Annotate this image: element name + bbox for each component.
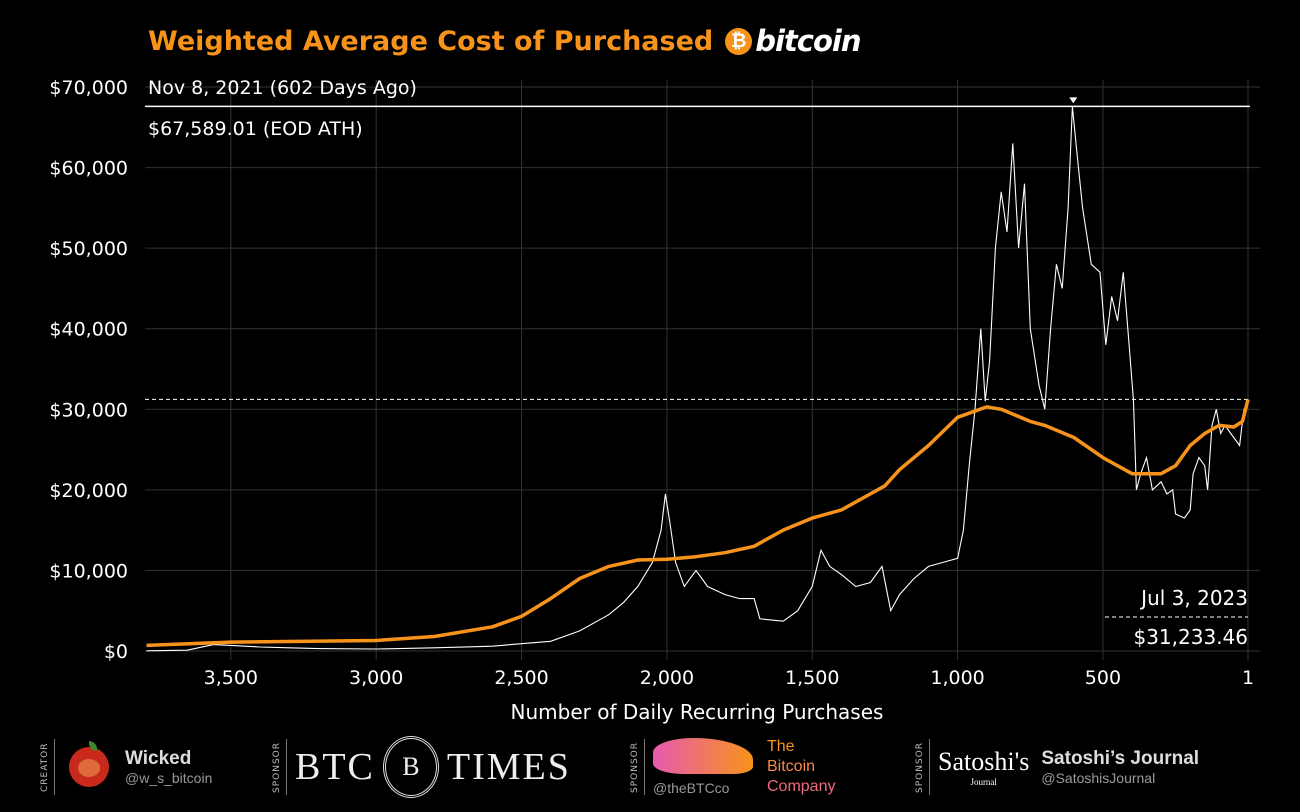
footer: CREATOR Wicked @w_s_bitcoin SPONSOR BTC … [0, 736, 1300, 800]
creator-block: CREATOR Wicked @w_s_bitcoin [40, 736, 212, 798]
x-tick-label: 3,000 [349, 667, 403, 689]
sponsor2-name-line3: Company [767, 778, 836, 795]
ath-price-label: $67,589.01 (EOD ATH) [148, 118, 363, 140]
x-tick-label: 500 [1085, 667, 1121, 689]
x-tick-label: 3,500 [204, 667, 258, 689]
satoshis-journal-logo: Satoshi's Journal [938, 747, 1030, 787]
x-tick-label: 1,500 [785, 667, 839, 689]
y-tick-label: $0 [104, 641, 128, 663]
sponsor-label: SPONSOR [915, 739, 930, 795]
bitcoin-company-turtle-icon [653, 738, 753, 774]
sponsor2-handle: @theBTCco [653, 780, 730, 796]
bitcoin-logo: ₿ bitcoin [725, 24, 862, 58]
wac-series-line [146, 398, 1250, 648]
y-tick-label: $60,000 [49, 158, 128, 180]
creator-label: CREATOR [40, 739, 55, 795]
sponsor-label: SPONSOR [630, 739, 645, 795]
x-axis-label: Number of Daily Recurring Purchases [511, 700, 884, 724]
current-wac-label: $31,233.46 [1133, 625, 1248, 649]
chart-plot: $0 $10,000 $20,000 $30,000 $40,000 $50,000 $60… [49, 77, 1260, 724]
btc-times-right: TIMES [446, 746, 571, 788]
y-tick-label: $20,000 [49, 480, 128, 502]
sponsor2-name-line2: Bitcoin [767, 758, 816, 775]
ath-date-label: Nov 8, 2021 (602 Days Ago) [148, 77, 417, 99]
y-tick-label: $10,000 [49, 560, 128, 582]
price-series-line [146, 106, 1249, 652]
x-tick-label: 2,500 [494, 667, 548, 689]
sponsor-satoshis-journal: SPONSOR Satoshi's Journal Satoshi’s Jour… [915, 736, 1199, 798]
sponsor3-name: Satoshi’s Journal [1041, 748, 1200, 769]
y-axis-ticks: $0 $10,000 $20,000 $30,000 $40,000 $50,000 $60… [49, 77, 128, 663]
bitcoin-wordmark: bitcoin [755, 24, 861, 58]
grid [145, 80, 1260, 660]
apple-avatar-icon [65, 741, 113, 793]
y-tick-label: $30,000 [49, 399, 128, 421]
creator-handle: @w_s_bitcoin [125, 770, 213, 786]
current-date-label: Jul 3, 2023 [1139, 586, 1248, 610]
y-tick-label: $40,000 [49, 319, 128, 341]
title-text: Weighted Average Cost of Purchased [148, 25, 714, 57]
btc-times-left: BTC [295, 746, 375, 788]
btc-times-emblem-icon: B [382, 736, 439, 798]
sponsor-bitcoin-company: SPONSOR @theBTCco The Bitcoin Company [630, 736, 835, 798]
y-tick-label: $70,000 [49, 77, 128, 99]
sponsor3-handle: @SatoshisJournal [1041, 770, 1156, 786]
x-tick-label: 1 [1242, 667, 1254, 689]
y-tick-label: $50,000 [49, 238, 128, 260]
x-tick-label: 1,000 [930, 667, 984, 689]
sponsor-btc-times: SPONSOR BTC B TIMES [272, 736, 571, 798]
x-tick-label: 2,000 [640, 667, 694, 689]
creator-name: Wicked [125, 748, 192, 769]
ath-marker [1069, 97, 1078, 104]
chart-title: Weighted Average Cost of Purchased ₿ bit… [148, 24, 862, 58]
bitcoin-coin-icon: ₿ [725, 27, 753, 55]
sponsor2-name-line1: The [767, 738, 795, 755]
x-axis-ticks: 3,500 3,000 2,500 2,000 1,500 1,000 500 1 [204, 667, 1254, 689]
sponsor-label: SPONSOR [272, 739, 287, 795]
